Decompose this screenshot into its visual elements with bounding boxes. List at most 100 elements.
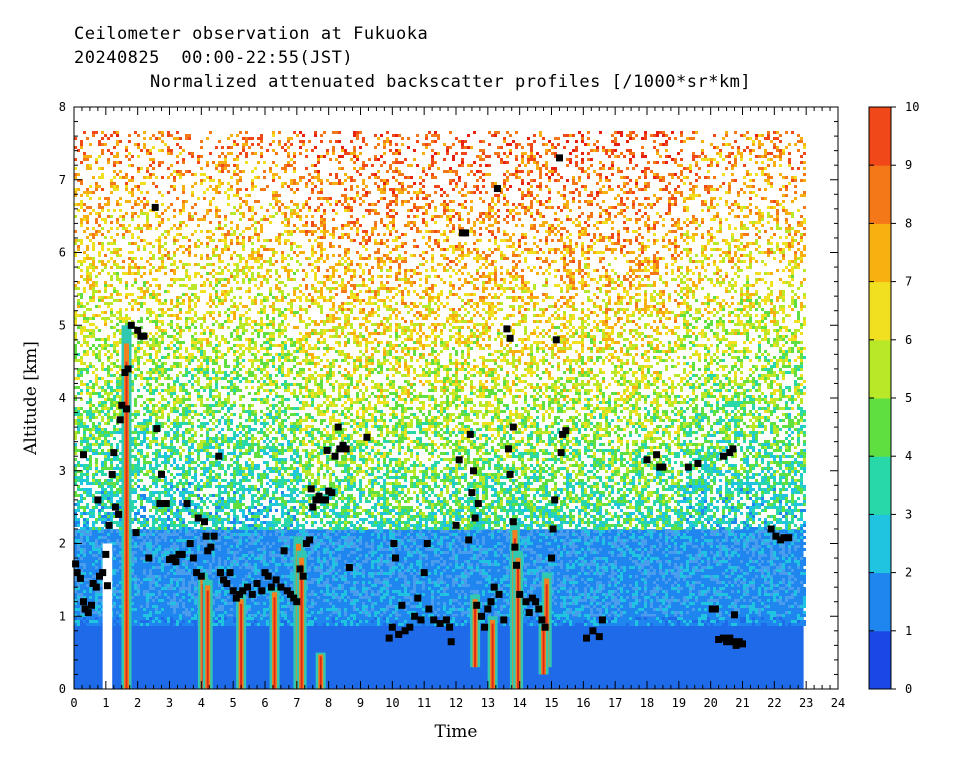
colorbar-segment [869, 237, 891, 244]
colorbar-segment [869, 150, 891, 156]
cloud-base-point [452, 521, 460, 529]
colorbar-segment [869, 383, 891, 389]
x-tick-label: 12 [449, 696, 463, 710]
colorbar-segment [869, 407, 891, 414]
cloud-base-point [653, 451, 661, 459]
cloud-base-point [411, 612, 419, 620]
colorbar-segment [869, 368, 891, 375]
cloud-base-point [342, 445, 350, 453]
colorbar-segment [869, 606, 891, 612]
colorbar-segment [869, 140, 891, 147]
cloud-base-point [726, 449, 734, 457]
colorbar-segment [869, 320, 891, 326]
colorbar-segment [869, 664, 891, 671]
cloud-base-point [132, 529, 140, 537]
cloud-base-point [541, 623, 549, 631]
colorbar-tick-label: 2 [905, 566, 912, 580]
x-tick-label: 6 [261, 696, 268, 710]
cloud-base-point [296, 565, 304, 573]
colorbar-segment [869, 402, 891, 409]
y-tick-label: 2 [59, 537, 66, 551]
cloud-base-point [99, 569, 107, 577]
cloud-base-point [516, 590, 524, 598]
colorbar-segment [869, 252, 891, 258]
colorbar-segment [869, 291, 891, 297]
colorbar-segment [869, 441, 891, 447]
cloud-base-point [121, 369, 129, 376]
colorbar-segment [869, 305, 891, 312]
cloud-base-point [455, 456, 463, 464]
cloud-base-point [548, 554, 555, 562]
cloud-base-point [659, 463, 667, 471]
colorbar-segment [869, 655, 891, 661]
colorbar-segment [869, 625, 891, 632]
x-tick-label: 22 [767, 696, 781, 710]
colorbar-segment [869, 582, 891, 588]
chart-title-line2: 20240825 00:00-22:55(JST) [74, 48, 353, 68]
colorbar-segment [869, 354, 891, 360]
colorbar-segment [869, 553, 891, 559]
colorbar-segment [869, 155, 891, 161]
cloud-base-point [169, 554, 177, 562]
cloud-base-point [420, 569, 428, 577]
colorbar-segment [869, 393, 891, 399]
cloud-base-point [506, 334, 514, 342]
cloud-base-point [447, 638, 455, 646]
cloud-base-point [178, 550, 186, 558]
colorbar-segment [869, 145, 891, 152]
colorbar-segment [869, 635, 891, 641]
x-tick-label: 5 [230, 696, 237, 710]
cloud-base-point [322, 496, 329, 504]
colorbar-segment [869, 587, 891, 593]
cloud-base-point [280, 547, 288, 555]
colorbar-segment [869, 179, 891, 186]
cloud-base-point [425, 605, 433, 613]
colorbar-segment [869, 339, 891, 346]
colorbar-segment [869, 431, 891, 438]
cloud-base-point [102, 550, 110, 558]
colorbar-segment [869, 131, 891, 137]
cloud-base-point [306, 536, 314, 544]
colorbar-segment [869, 136, 891, 142]
colorbar-segment [869, 165, 891, 171]
colorbar-segment [869, 296, 891, 302]
cloud-base-point [81, 605, 89, 613]
colorbar-segment [869, 189, 891, 195]
cloud-base-point [103, 582, 111, 590]
x-tick-label: 17 [608, 696, 622, 710]
cloud-base-point [207, 543, 215, 551]
colorbar-segment [869, 116, 891, 123]
cloud-base-point [172, 558, 180, 566]
cloud-base-point [388, 623, 396, 631]
colorbar-segment [869, 456, 891, 462]
colorbar-segment [869, 330, 891, 336]
y-tick-label: 1 [59, 609, 66, 623]
column-center [206, 590, 209, 689]
cloud-base-point [525, 609, 533, 617]
cloud-base-point [767, 525, 775, 533]
colorbar-segment [869, 679, 891, 685]
column-center [517, 564, 520, 689]
colorbar-segment [869, 533, 891, 540]
cloud-base-point [92, 583, 100, 591]
cloud-base-point [363, 433, 371, 441]
x-tick-label: 2 [134, 696, 141, 710]
cloud-base-point [194, 514, 202, 522]
colorbar-segment [869, 509, 891, 515]
cloud-base-point [236, 590, 243, 598]
colorbar-segment [869, 364, 891, 370]
colorbar-segment [869, 199, 891, 205]
cloud-base-point [423, 540, 431, 547]
colorbar-segment [869, 596, 891, 603]
x-tick-label: 7 [293, 696, 300, 710]
colorbar-segment [869, 504, 891, 511]
cloud-base-point [186, 540, 194, 547]
cloud-base-point [293, 598, 301, 606]
colorbar-segment [869, 577, 891, 583]
cloud-base-point [557, 449, 565, 457]
x-tick-label: 23 [799, 696, 813, 710]
cloud-base-point [715, 636, 723, 643]
colorbar-segment [869, 592, 891, 598]
cloud-base-point [264, 572, 272, 580]
colorbar-segment [869, 170, 891, 176]
